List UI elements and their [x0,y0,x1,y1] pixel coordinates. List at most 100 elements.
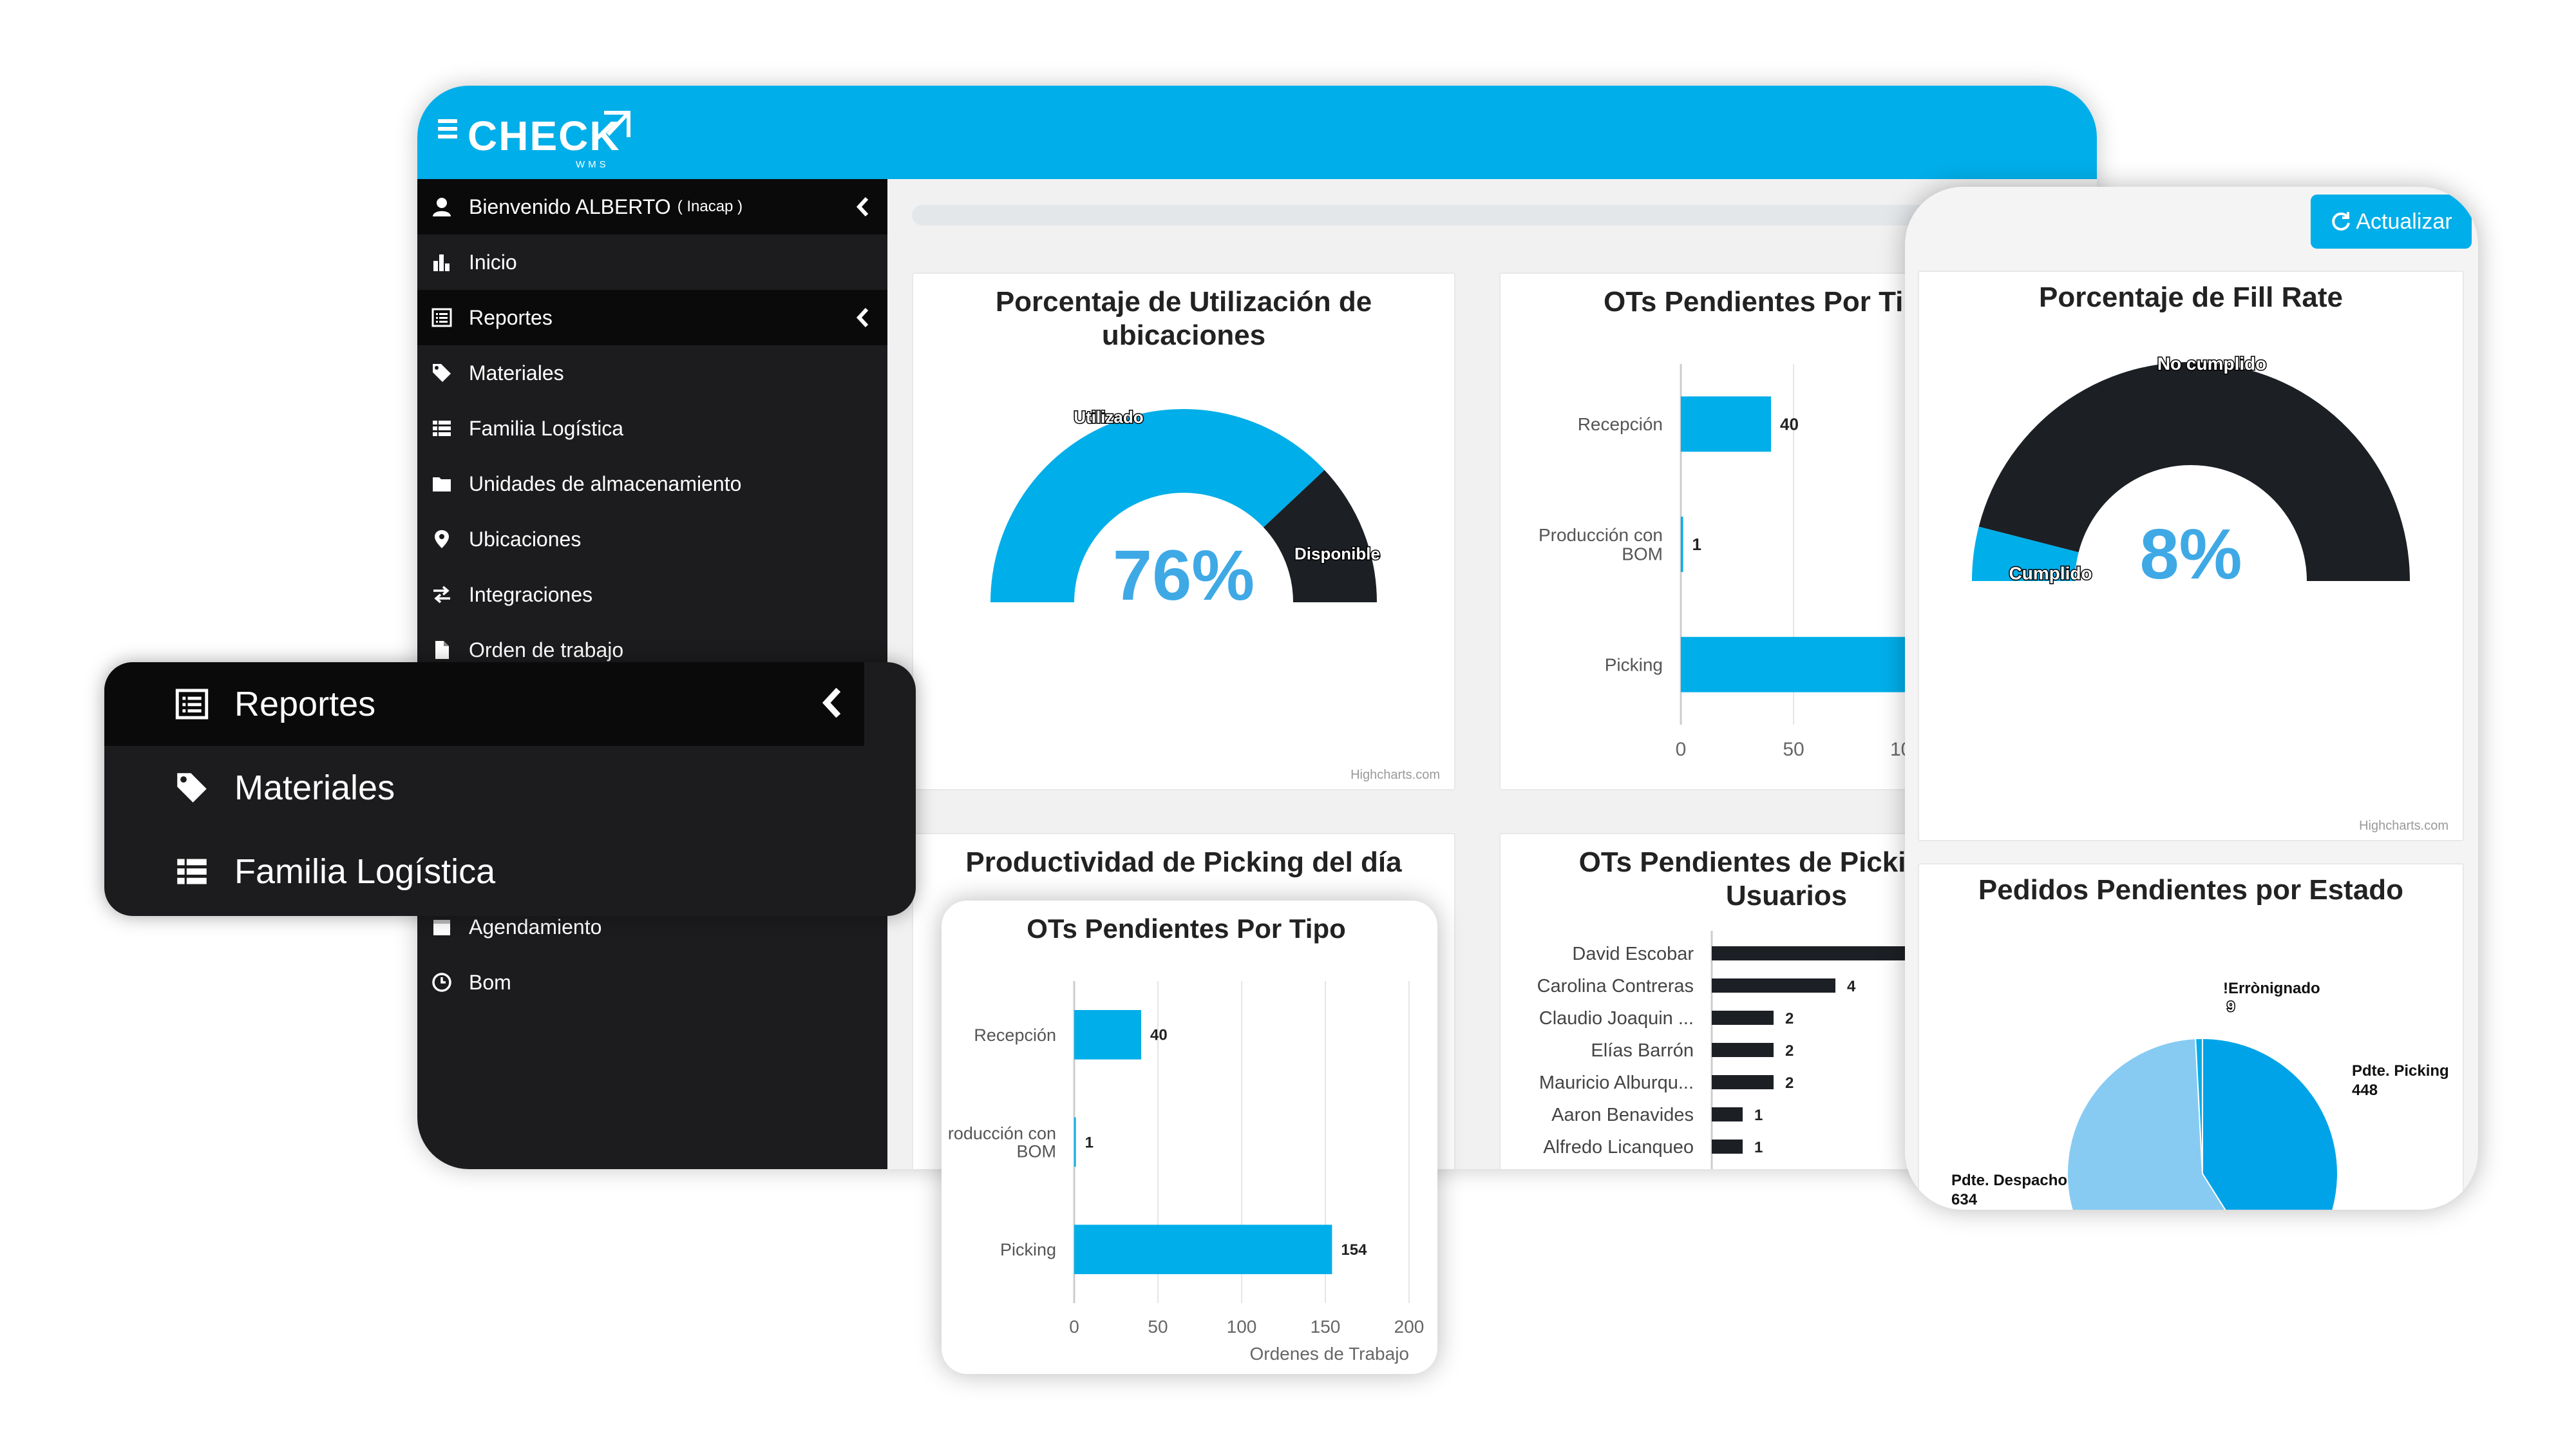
y-category-label: Recepción [1578,414,1663,434]
bar-value-label: 1 [1754,1139,1763,1156]
sidebar-item-integraciones[interactable]: Integraciones [417,567,887,622]
x-tick-label: 200 [1394,1317,1425,1337]
x-tick-label: 50 [1783,739,1804,760]
sidebar-zoom: Reportes Materiales Familia Logística [104,662,916,916]
sidebar-item-reportes[interactable]: Reportes [417,290,887,345]
sidebar-item-label: Integraciones [469,582,593,606]
file-icon [431,640,452,660]
gauge-segment [1263,470,1377,602]
chart-title: Porcentaje de Fill Rate [2039,281,2343,313]
sidebar-item-materiales[interactable]: Materiales [104,746,916,830]
pie-value-label: 9 [2227,998,2235,1015]
logo-arrow-icon [604,111,630,137]
bar-value-label: 40 [1150,1027,1168,1044]
sidebar-item-orden-trabajo[interactable]: Orden de trabajo [417,622,887,678]
sidebar-item-label: Agendamiento [469,915,602,939]
sidebar-item-label: Familia Logística [234,852,496,891]
bar [1712,1075,1774,1089]
x-tick-label: 150 [1311,1317,1341,1337]
x-tick-label: 0 [1069,1317,1079,1337]
pie-label: !Errònignado [2223,980,2320,997]
sidebar-item-familia-logistica[interactable]: Familia Logística [417,401,887,456]
chart-title: Productividad de Picking del día [965,846,1402,878]
pie-value-label: 634 [1951,1191,1978,1208]
app-header: CHECK WMS [417,86,2097,179]
chart-title: Porcentaje de Utilización de ubicaciones [913,285,1454,352]
chart-title-line: Usuarios [1725,880,1848,911]
sidebar-item-ubicaciones[interactable]: Ubicaciones [417,511,887,567]
pie-label: Pdte. Picking [2352,1062,2449,1080]
chevron-left-icon[interactable] [855,196,869,218]
bar-value-label: 2 [1785,1074,1794,1092]
sidebar-item-familia-logistica[interactable]: Familia Logística [104,830,916,913]
sidebar-item-agendamiento[interactable]: Agendamiento [417,899,887,955]
loading-bar [912,205,1942,225]
bar [1712,1107,1743,1121]
bar [1681,517,1683,572]
bar-value-label: 40 [1780,414,1799,434]
tag-icon [175,771,209,805]
gauge-segment [990,408,1325,602]
gauge-chart: Utilizado Disponible 76% [990,406,1381,615]
ots-tipo-card: OTs Pendientes Por Tipo 0 50 100 150 200 40 Re… [942,901,1437,1374]
sidebar-item-label: Inicio [469,250,517,274]
sidebar-item-label: Unidades de almacenamiento [469,472,742,495]
chart-panel-fill-rate: Porcentaje de Fill Rate Cumplido No cumpl… [1918,271,2464,841]
gauge-center-value: 76% [1113,536,1255,615]
chevron-left-icon[interactable] [820,685,842,720]
chart-title: Pedidos Pendientes por Estado [1978,874,2404,906]
tag-icon [431,363,452,383]
folder-icon [431,473,452,494]
chart-title-line: Porcentaje de Utilización de [995,286,1372,318]
user-icon [431,196,452,217]
sidebar-item-materiales[interactable]: Materiales [417,345,887,401]
y-category-label: Carolina Contreras [1537,976,1694,997]
sidebar-item-bom[interactable]: Bom [417,955,887,1010]
y-category-label: Alfredo Licanqueo [1543,1137,1694,1158]
logo-subtitle: WMS [576,159,609,170]
logo[interactable]: CHECK WMS [468,104,630,175]
y-category-label: Mauricio Alburqu... [1539,1073,1694,1093]
y-category-label: Elías Barrón [1591,1040,1694,1061]
sidebar-user[interactable]: Bienvenido ALBERTO ( Inacap ) [417,179,887,234]
bar-chart-icon [431,252,452,272]
bar-value-label: 2 [1785,1010,1794,1027]
pie-slice [2067,1038,2226,1210]
pie-chart: Pdte. Picking 448 Pdte. Despacho 634 !Erròni… [1951,980,2449,1210]
chart-credits: Highcharts.com [2359,819,2448,833]
x-tick-label: 0 [1676,739,1687,760]
bar-value-label: 1 [1754,1107,1763,1124]
bar [1681,396,1771,452]
transfer-icon [431,584,452,605]
gauge-chart: Cumplido No cumplido 8% [1972,353,2410,594]
chevron-left-icon[interactable] [855,307,869,329]
sidebar-item-inicio[interactable]: Inicio [417,234,887,290]
gauge-segment [1978,361,2410,581]
list-icon [431,418,452,439]
y-category-label: Aaron Benavides [1551,1105,1694,1125]
bar-chart: 0 50 100 150 200 40 Recepción 1 roducción conBOM… [948,981,1425,1364]
sidebar-item-label: Reportes [469,305,553,329]
map-marker-icon [431,529,452,549]
user-organization: ( Inacap ) [677,198,743,215]
gauge-segment-label: Disponible [1294,544,1380,563]
y-category-label: Claudio Joaquin ... [1539,1008,1694,1029]
sidebar-item-unidades[interactable]: Unidades de almacenamiento [417,456,887,511]
bar [1074,1225,1332,1274]
menu-toggle-icon[interactable] [438,119,457,142]
bar-value-label: 1 [1692,535,1701,554]
list-alt-icon [431,307,452,328]
sidebar-item-label: Bom [469,970,511,994]
y-category-label: BOM [1016,1142,1056,1161]
bar [1074,1117,1076,1167]
bar-value-label: 154 [1341,1241,1367,1259]
x-tick-label: 100 [1227,1317,1257,1337]
sidebar-item-reportes[interactable]: Reportes [104,662,864,746]
clock-icon [431,972,452,993]
refresh-button[interactable]: Actualizar [2311,195,2472,249]
bar-value-label: 2 [1785,1042,1794,1060]
gauge-center-value: 8% [2140,515,2242,594]
sidebar-item-label: Ubicaciones [469,527,582,551]
mobile-view: Actualizar Porcentaje de Fill Rate Cumpl… [1905,187,2478,1210]
bar [1712,1011,1774,1025]
